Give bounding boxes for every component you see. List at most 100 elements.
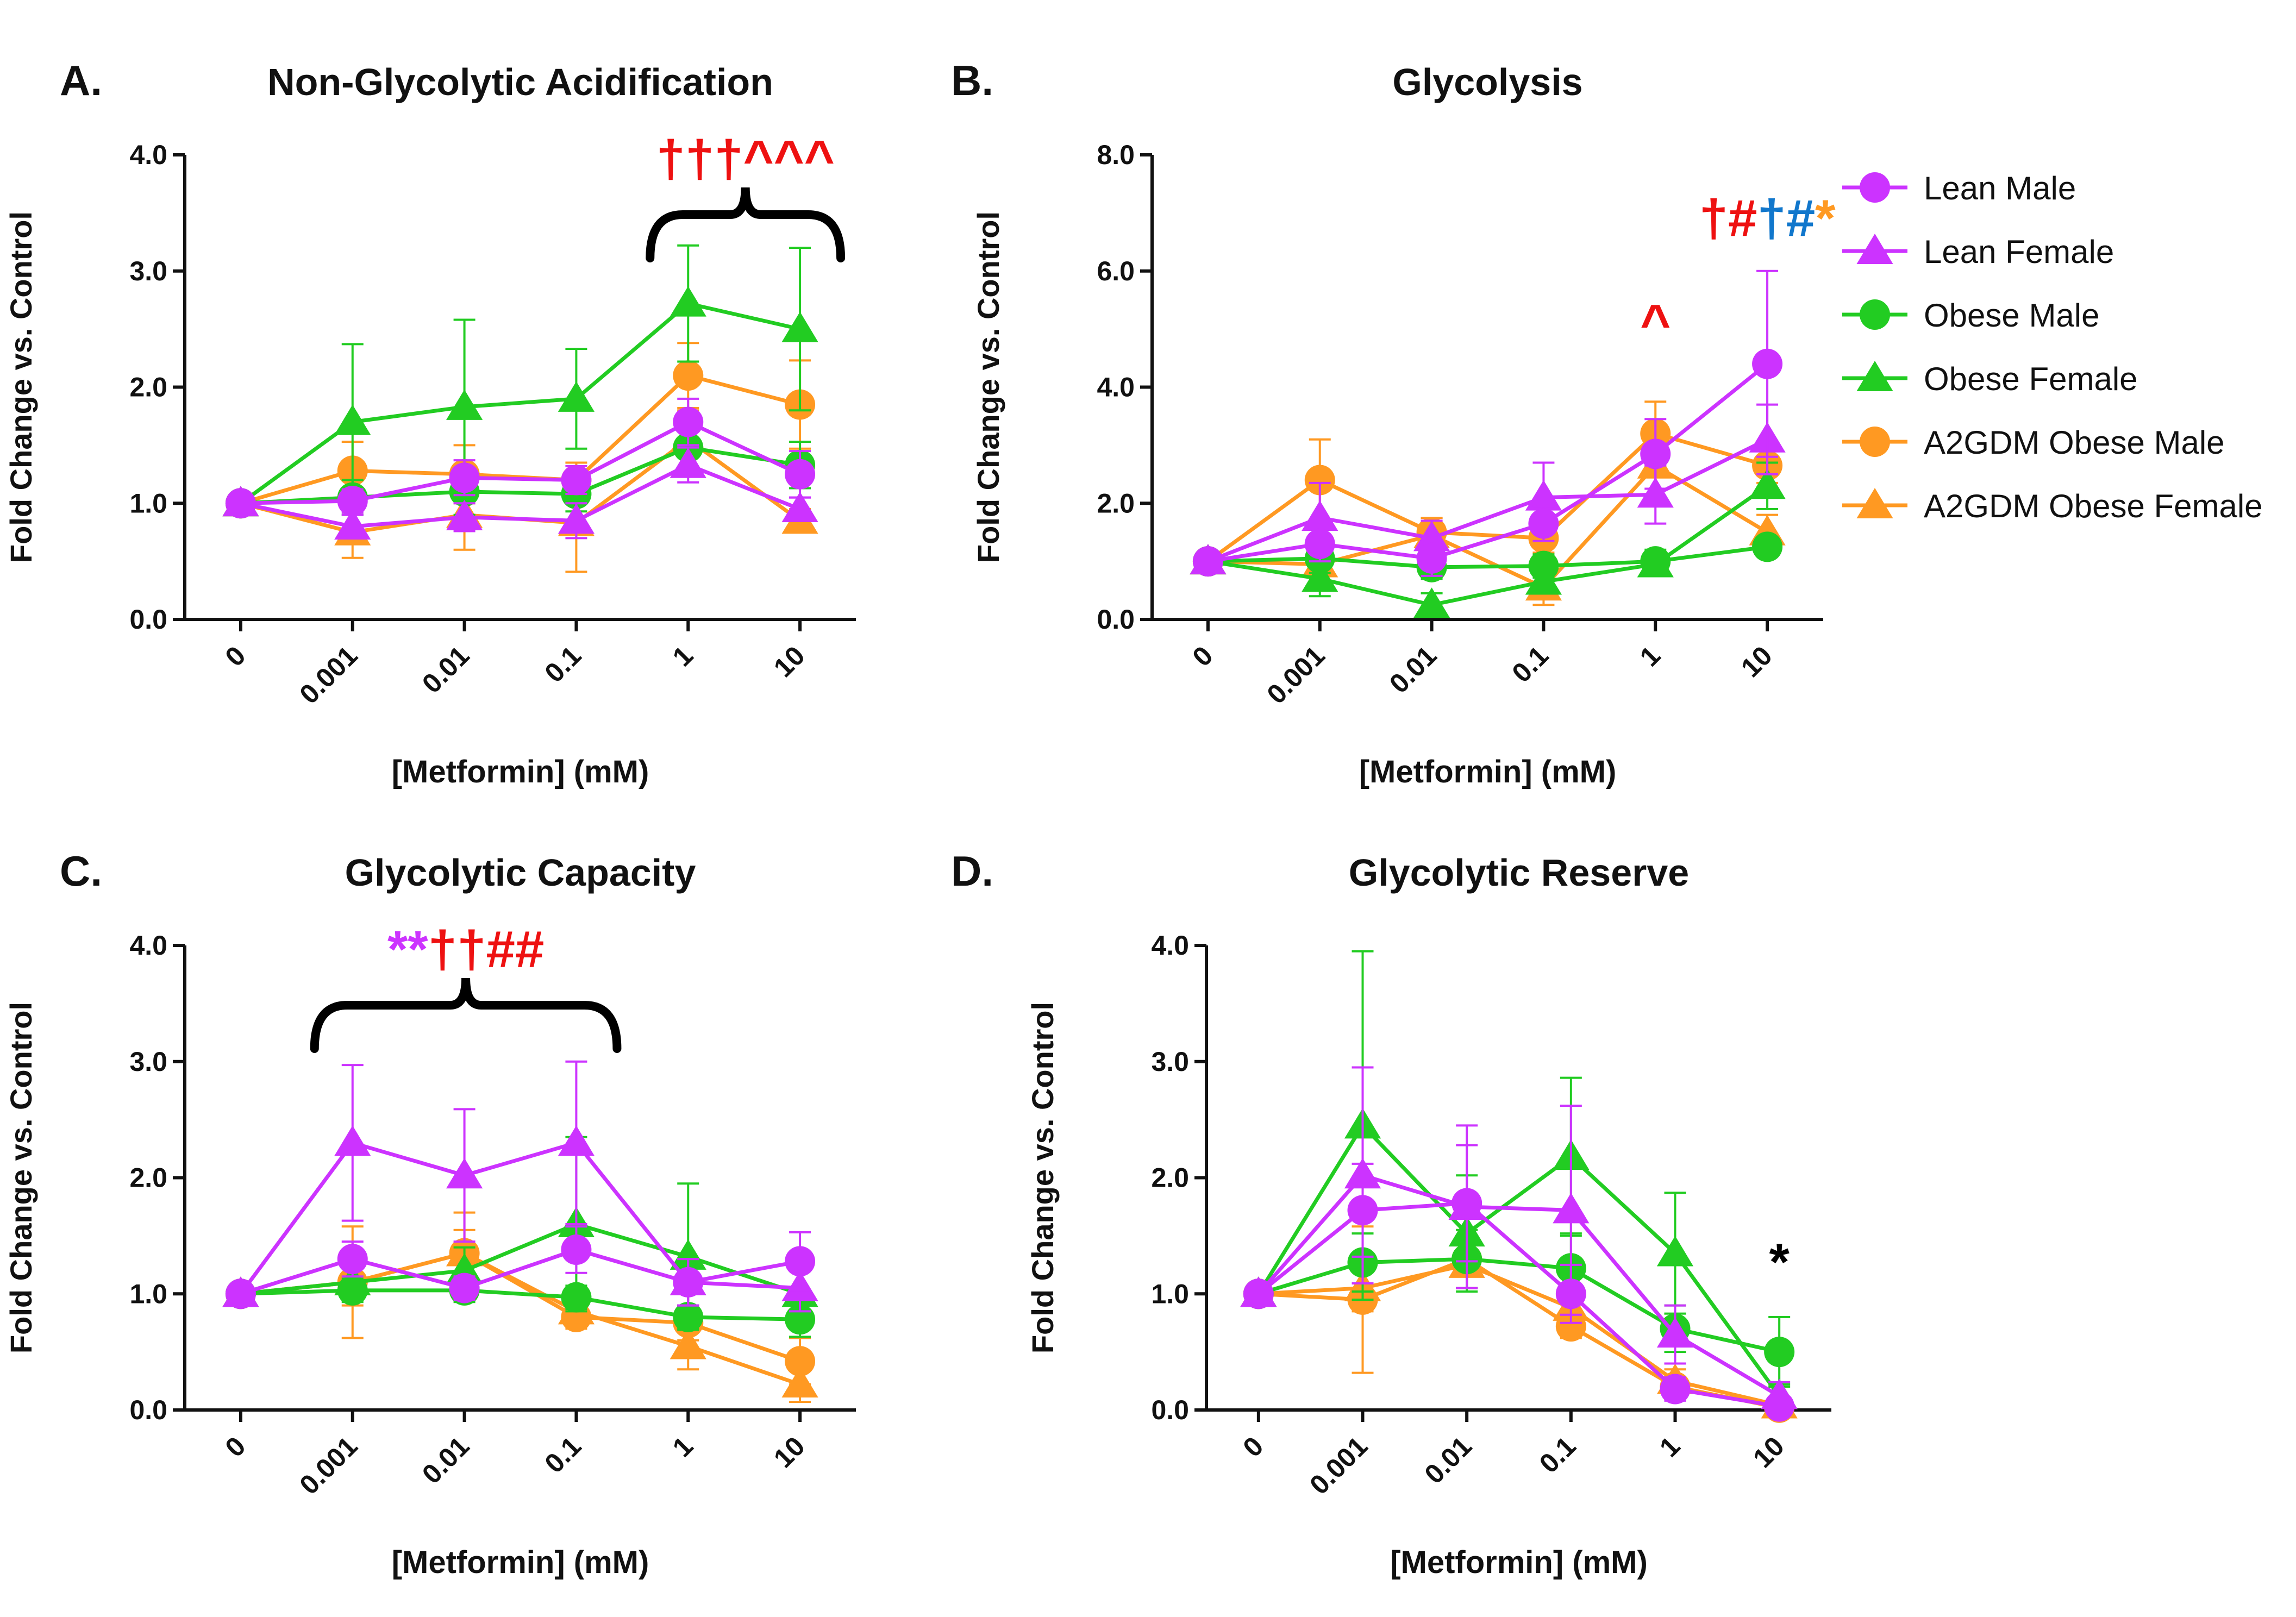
y-tick-label: 3.0	[129, 256, 167, 286]
legend-label: A2GDM Obese Male	[1924, 424, 2225, 461]
y-tick-label: 4.0	[129, 930, 167, 961]
x-tick-label: 0.1	[1534, 1431, 1582, 1479]
x-tick-label: 0	[1237, 1431, 1269, 1463]
data-point	[561, 465, 592, 496]
data-point	[1243, 1278, 1274, 1309]
legend-label: Obese Male	[1924, 297, 2100, 334]
panel-letter: B.	[951, 57, 993, 104]
data-point	[1528, 508, 1559, 539]
data-point	[446, 1158, 483, 1189]
data-point	[1413, 521, 1450, 551]
x-tick-label: 1	[1654, 1431, 1686, 1463]
series-line	[240, 1288, 800, 1321]
y-tick-label: 1.0	[129, 488, 167, 518]
x-tick-label: 0.01	[416, 640, 475, 699]
data-point	[785, 1346, 816, 1377]
panel-title: Glycolysis	[1392, 61, 1582, 103]
y-tick-label: 0.0	[1151, 1395, 1189, 1425]
data-point	[785, 1246, 816, 1277]
data-point	[1452, 1188, 1482, 1219]
series-line	[240, 446, 800, 505]
data-point	[1553, 1193, 1590, 1224]
data-point	[1525, 480, 1562, 511]
series-line	[240, 462, 801, 529]
data-point	[1640, 438, 1671, 469]
significance-marker: †#	[1757, 190, 1815, 248]
significance-marker: ^	[1640, 294, 1671, 352]
series-lean-male	[1243, 1144, 1795, 1422]
x-tick-label: 0.01	[1384, 640, 1442, 699]
x-tick-label: 0.1	[539, 1431, 587, 1479]
x-tick-label: 0.001	[293, 1431, 363, 1500]
legend-marker	[1856, 234, 1893, 264]
legend-label: A2GDM Obese Female	[1924, 488, 2263, 524]
x-axis-label: [Metformin] (mM)	[392, 1545, 649, 1580]
data-point	[1413, 587, 1450, 618]
legend-item-lean-female: Lean Female	[1842, 234, 2114, 270]
y-tick-label: 2.0	[1097, 488, 1135, 518]
y-tick-label: 0.0	[129, 604, 167, 635]
data-point	[673, 360, 704, 391]
legend: Lean Male Lean Female Obese Male Obese Fema…	[1842, 170, 2263, 524]
y-tick-label: 6.0	[1097, 256, 1135, 286]
panel-title: Non-Glycolytic Acidification	[267, 61, 773, 103]
y-tick-label: 0.0	[129, 1395, 167, 1425]
x-tick-label: 1	[1634, 640, 1666, 672]
y-tick-label: 0.0	[1097, 604, 1135, 635]
data-point	[337, 485, 368, 516]
data-point	[558, 1125, 595, 1156]
x-axis-label: [Metformin] (mM)	[1390, 1545, 1648, 1580]
series-line	[239, 301, 800, 505]
x-tick-label: 1	[667, 1431, 699, 1463]
data-point	[1656, 1236, 1694, 1267]
panel-title: Glycolytic Capacity	[345, 851, 696, 894]
legend-item-lean-male: Lean Male	[1842, 170, 2076, 206]
series-obese-male	[1243, 1229, 1795, 1388]
series-line	[1207, 437, 1768, 563]
series-line	[240, 1222, 801, 1296]
significance-annotation: ^	[1640, 294, 1671, 352]
series-line	[1258, 1263, 1780, 1407]
y-tick-label: 4.0	[129, 140, 167, 170]
data-point	[1528, 550, 1559, 581]
significance-annotation: †††^^^	[656, 130, 834, 188]
x-tick-label: 10	[1747, 1431, 1790, 1474]
panel-d-glycolytic-reserve: D. Glycolytic Reserve 0.0 1.0 2.0 3.0 4.0 0 0.00…	[951, 847, 1831, 1580]
data-point	[1416, 543, 1447, 574]
legend-marker	[1860, 427, 1890, 457]
data-point	[1302, 500, 1338, 531]
x-tick-label: 0.001	[1261, 640, 1330, 710]
data-point	[449, 1273, 480, 1303]
data-point	[334, 1125, 371, 1156]
y-axis-label: Fold Change vs. Control	[4, 211, 38, 563]
data-point	[337, 1275, 368, 1306]
panel-b-glycolysis: B. Glycolysis 0.0 2.0 4.0 6.0 8.0 0 0.001 0.01 0.1…	[951, 57, 1836, 789]
panel-letter: D.	[951, 847, 993, 895]
data-point	[334, 509, 371, 540]
data-point	[1347, 1195, 1378, 1226]
x-tick-label: 10	[768, 640, 811, 683]
data-point	[1764, 1391, 1795, 1422]
x-axis-label: [Metformin] (mM)	[392, 754, 649, 789]
data-point	[1749, 468, 1786, 499]
series-line	[240, 373, 800, 505]
series-a2gdm-obese-female	[1240, 1240, 1798, 1419]
x-tick-label: 0.001	[293, 640, 363, 710]
legend-item-obese-female: Obese Female	[1842, 361, 2138, 397]
series-lean-male	[225, 1225, 816, 1309]
data-point	[558, 381, 595, 412]
data-point	[337, 1244, 368, 1275]
panel-letter: C.	[60, 847, 102, 895]
data-point	[673, 1302, 704, 1332]
x-tick-label: 0.001	[1304, 1431, 1373, 1500]
data-point	[449, 462, 480, 493]
series-lean-male	[225, 397, 816, 519]
significance-marker: **	[387, 920, 428, 979]
legend-label: Lean Female	[1924, 234, 2114, 270]
significance-marker: ††##	[428, 920, 545, 979]
y-tick-label: 8.0	[1097, 140, 1135, 170]
data-point	[1752, 531, 1783, 562]
series-line	[1208, 362, 1769, 563]
series-line	[1208, 463, 1768, 590]
